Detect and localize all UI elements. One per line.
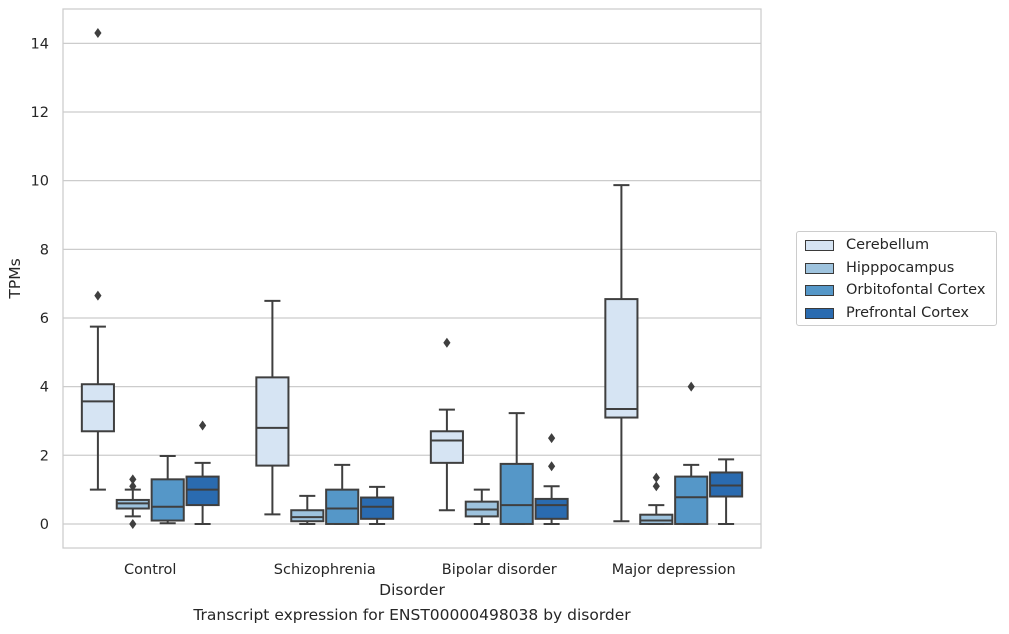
box-cerebellum-bipolar-disorder-outlier-0 [443,337,451,348]
box-cerebellum-bipolar-disorder-box [429,430,464,464]
y-axis-label: TPMs [6,258,24,299]
box-prefrontal-cortex-bipolar-disorder-box [534,497,569,520]
box-hipppocampus-control-outlier-2 [129,474,137,485]
box-cerebellum-major-depression [604,184,639,523]
box-prefrontal-cortex-control-outlier-0 [199,420,207,431]
y-tick-label-4: 4 [40,380,49,396]
box-orbitofontal-cortex-bipolar-disorder [499,412,534,525]
chart-caption: Transcript expression for ENST0000049803… [193,606,631,624]
box-orbitofontal-cortex-control-box [150,478,185,522]
legend-label-hipppocampus: Hipppocampus [846,260,955,276]
y-tick-labels: 0 2 4 6 8 10 12 14 [31,36,49,533]
box-cerebellum-control-box [80,383,115,433]
x-axis-label: Disorder [379,581,445,599]
box-orbitofontal-cortex-schizophrenia-box [325,488,360,525]
box-cerebellum-schizophrenia [255,299,290,516]
box-hipppocampus-major-depression-outlier-0 [652,481,660,492]
legend-item-prefrontal-cortex: Prefrontal Cortex [805,303,969,323]
box-prefrontal-cortex-control-box [185,475,220,507]
box-orbitofontal-cortex-major-depression-outlier-0 [687,381,695,392]
y-tick-label-12: 12 [31,105,49,121]
box-cerebellum-schizophrenia-box [255,376,290,467]
x-tick-label-control: Control [124,562,176,578]
box-prefrontal-cortex-major-depression [709,458,744,525]
y-tick-label-6: 6 [40,311,49,327]
box-plots [80,28,744,529]
box-hipppocampus-control-outlier-0 [129,518,137,529]
box-hipppocampus-major-depression [639,472,674,525]
legend-swatch-cerebellum [805,239,834,251]
legend-label-prefrontal-cortex: Prefrontal Cortex [846,305,969,321]
box-prefrontal-cortex-major-depression-box [709,471,744,498]
box-prefrontal-cortex-bipolar-disorder [534,433,569,525]
box-prefrontal-cortex-bipolar-disorder-outlier-0 [548,461,556,472]
box-hipppocampus-schizophrenia-box [290,509,325,523]
box-hipppocampus-control [115,474,150,529]
box-hipppocampus-major-depression-outlier-1 [652,472,660,483]
box-orbitofontal-cortex-major-depression-box [674,475,709,525]
x-tick-labels: Control Schizophrenia Bipolar disorder Majo… [124,562,736,578]
box-prefrontal-cortex-control [185,420,220,525]
legend-item-hipppocampus: Hipppocampus [805,258,954,278]
box-prefrontal-cortex-bipolar-disorder-outlier-1 [548,433,556,444]
grid-lines [63,42,761,525]
box-cerebellum-bipolar-disorder [429,337,464,512]
legend-item-orbitofontal-cortex: Orbitofontal Cortex [805,280,985,300]
x-tick-label-bipolar-disorder: Bipolar disorder [442,562,557,578]
legend-swatch-prefrontal-cortex [805,307,834,319]
y-tick-label-0: 0 [40,517,49,533]
box-hipppocampus-control-outlier-1 [129,481,137,492]
legend-item-cerebellum: Cerebellum [805,235,929,255]
box-hipppocampus-schizophrenia [290,494,325,525]
box-cerebellum-control-outlier-1 [94,28,102,39]
legend-swatch-hipppocampus [805,262,834,274]
plot-frame [62,8,762,549]
legend-label-cerebellum: Cerebellum [846,237,930,253]
box-prefrontal-cortex-schizophrenia-box [360,496,395,520]
x-tick-label-major-depression: Major depression [612,562,736,578]
box-hipppocampus-major-depression-box [639,513,674,525]
legend: Cerebellum Hipppocampus Orbitofontal Cor… [796,231,997,326]
y-tick-label-10: 10 [31,174,49,190]
box-orbitofontal-cortex-major-depression [674,381,709,525]
box-orbitofontal-cortex-bipolar-disorder-box [499,462,534,525]
y-tick-label-2: 2 [40,448,49,464]
x-tick-label-schizophrenia: Schizophrenia [274,562,376,578]
box-hipppocampus-bipolar-disorder [464,488,499,525]
legend-swatch-orbitofontal-cortex [805,284,834,296]
box-cerebellum-major-depression-box [604,298,639,419]
y-tick-label-14: 14 [31,36,49,52]
legend-label-orbitofontal-cortex: Orbitofontal Cortex [846,282,986,298]
y-tick-label-8: 8 [40,242,49,258]
box-orbitofontal-cortex-schizophrenia [325,463,360,525]
box-orbitofontal-cortex-control [150,454,185,525]
box-cerebellum-control [80,28,115,491]
box-cerebellum-control-outlier-0 [94,290,102,301]
box-prefrontal-cortex-schizophrenia [360,485,395,525]
